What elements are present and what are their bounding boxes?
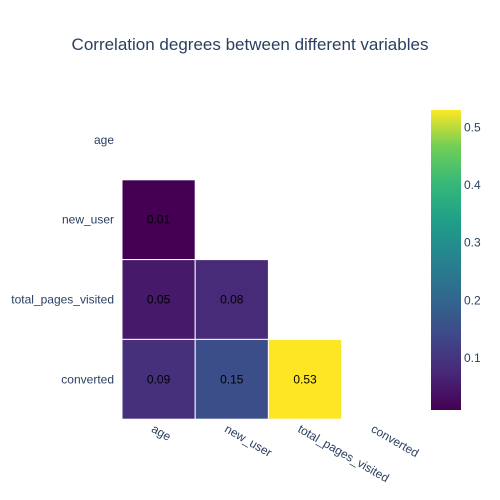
heatmap-cell-label: 0.09 (147, 372, 171, 386)
x-tick-label: age (149, 422, 174, 444)
y-tick-label: converted (61, 372, 114, 386)
x-tick-label: new_user (222, 422, 274, 460)
chart-title: Correlation degrees between different va… (72, 35, 429, 54)
colorbar-gradient (431, 110, 461, 410)
heatmap-cell-label: 0.05 (147, 293, 171, 307)
x-tick-label: converted (369, 422, 422, 460)
heatmap-cell-label: 0.53 (293, 372, 317, 386)
heatmap-cell-label: 0.08 (220, 293, 244, 307)
colorbar-tick-label: 0.2 (464, 293, 481, 307)
y-tick-label: age (94, 133, 114, 147)
colorbar-tick-label: 0.5 (464, 120, 481, 134)
heatmap-cell (194, 259, 269, 340)
y-tick-label: new_user (62, 213, 114, 227)
heatmap-cell (194, 338, 269, 420)
heatmap-cell (121, 338, 196, 420)
y-axis: age new_user total_pages_visited converted (11, 133, 114, 386)
heatmap-cell-labels: 0.01 0.05 0.08 0.09 0.15 0.53 (147, 213, 317, 387)
y-tick-label: total_pages_visited (11, 293, 114, 307)
heatmap-cells (121, 179, 343, 420)
colorbar-tick-label: 0.1 (464, 351, 481, 365)
heatmap-cell (267, 338, 343, 420)
heatmap-cell-label: 0.01 (147, 213, 171, 227)
colorbar-tick-label: 0.3 (464, 236, 481, 250)
colorbar-ticks: 0.1 0.2 0.3 0.4 0.5 (464, 120, 481, 365)
colorbar-tick-label: 0.4 (464, 178, 481, 192)
heatmap-cell (121, 259, 196, 340)
heatmap-cell (121, 179, 196, 261)
colorbar: 0.1 0.2 0.3 0.4 0.5 (431, 110, 481, 410)
heatmap-cell-label: 0.15 (220, 372, 244, 386)
